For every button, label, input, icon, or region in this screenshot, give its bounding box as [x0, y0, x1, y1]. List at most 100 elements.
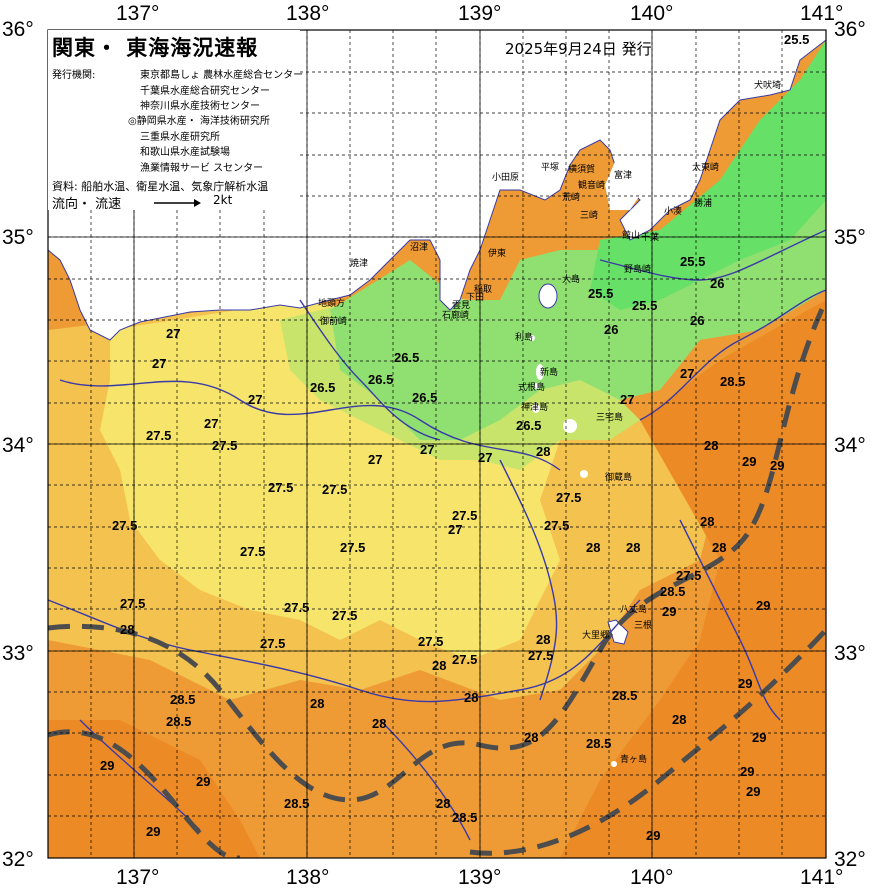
- isotherm-label: 26: [710, 276, 724, 291]
- isotherm-label: 26.5: [310, 380, 335, 395]
- isotherm-label: 27.5: [332, 608, 357, 623]
- isotherm-label: 29: [752, 730, 766, 745]
- isotherm-label: 29: [742, 454, 756, 469]
- place-label: 平塚: [541, 162, 559, 173]
- lat-label: 36°: [834, 18, 866, 41]
- isotherm-label: 27.5: [212, 438, 237, 453]
- lat-label: 32°: [2, 848, 34, 871]
- isotherm-label: 27.5: [112, 518, 137, 533]
- place-label: 新島: [540, 366, 558, 378]
- place-label: 富津: [614, 169, 632, 181]
- place-label: 小湊: [664, 205, 682, 217]
- isotherm-label: 27.5: [528, 648, 553, 663]
- isotherm-label: 29: [100, 758, 114, 773]
- isotherm-label: 27: [152, 356, 166, 371]
- place-label: 式根島: [518, 381, 545, 393]
- isotherm-label: 28.5: [284, 796, 309, 811]
- isotherm-label: 28: [536, 444, 550, 459]
- isotherm-labels: 25.5 25.5 25.5 25.5 26 26 26 26.5 26.5 2…: [100, 32, 809, 843]
- issue-date: 2025年9月24日 発行: [505, 40, 652, 58]
- isotherm-label: 27: [248, 392, 262, 407]
- lon-label: 137°: [116, 2, 159, 25]
- isotherm-label: 29: [662, 604, 676, 619]
- island-niijima: [536, 364, 544, 380]
- place-label: 石廊崎: [442, 309, 469, 321]
- place-label: 神津島: [521, 401, 548, 413]
- isotherm-label: 26: [690, 313, 704, 328]
- isotherm-label: 27.5: [556, 490, 581, 505]
- island-kozushima: [532, 403, 540, 413]
- isotherm-label: 27.5: [284, 600, 309, 615]
- lat-label: 33°: [834, 642, 866, 665]
- isotherm-label: 28: [672, 712, 686, 727]
- isotherm-lines: [48, 229, 826, 841]
- place-label: 館山: [622, 229, 640, 241]
- isotherm-label: 28: [436, 796, 450, 811]
- isotherm-label: 25.5: [680, 254, 705, 269]
- sea-25-5-zone: [330, 60, 826, 440]
- island-miyakejima: [563, 419, 577, 433]
- issuer-org: 漁業情報サービ スセンター: [140, 163, 264, 174]
- island-oshima: [538, 283, 558, 309]
- isotherm-label: 27: [680, 366, 694, 381]
- isotherm-label: 27: [166, 326, 180, 341]
- isotherm-label: 27.5: [418, 634, 443, 649]
- isotherm-label: 27: [620, 392, 634, 407]
- isotherm-label: 27.5: [452, 508, 477, 523]
- isotherm-label: 28: [310, 696, 324, 711]
- lat-label: 35°: [2, 226, 34, 249]
- isotherm-label: 28: [712, 540, 726, 555]
- data-source: 資料: 船舶水温、衛星水温、気象庁解析水温: [52, 180, 269, 193]
- place-label: 御蔵島: [605, 471, 632, 483]
- place-label: 青ヶ島: [620, 753, 647, 765]
- isotherm-label: 29: [746, 784, 760, 799]
- isotherm-label: 28.5: [452, 810, 477, 825]
- isotherm-label: 27: [204, 416, 218, 431]
- isotherm-label: 27.5: [676, 568, 701, 583]
- issuer-org: ◎静岡県水産・ 海洋技術研究所: [128, 116, 270, 127]
- place-label: 沼津: [410, 242, 428, 253]
- isotherm-label: 27.5: [544, 518, 569, 533]
- isotherm-label: 27.5: [146, 428, 171, 443]
- isotherm-label: 26.5: [516, 418, 541, 433]
- isotherm-label: 26: [604, 322, 618, 337]
- island-aogashima: [611, 761, 617, 767]
- issuer-org: 三重県水産研究所: [140, 132, 220, 143]
- flow-arrow-icon: [154, 199, 201, 207]
- isotherm-label: 27.5: [260, 636, 285, 651]
- isotherm-label: 29: [756, 598, 770, 613]
- isotherm-label: 27.5: [340, 540, 365, 555]
- flow-legend-label: 流向・ 流速: [52, 197, 122, 212]
- lon-label: 138°: [286, 2, 329, 25]
- isotherm-label: 28.5: [586, 736, 611, 751]
- lat-label: 33°: [2, 642, 34, 665]
- issuer-org: 千葉県水産総合研究センター: [140, 86, 270, 97]
- place-label: 三宅島: [596, 411, 623, 423]
- lat-label: 36°: [2, 18, 34, 41]
- flow-legend-unit: 2kt: [213, 193, 233, 207]
- isotherm-label: 25.5: [784, 32, 809, 47]
- map-title: 関東・ 東海海況速報: [52, 36, 259, 60]
- isotherm-label: 25.5: [588, 286, 613, 301]
- place-label: 横須賀: [568, 163, 595, 175]
- lon-label: 137°: [116, 866, 159, 888]
- isotherm-label: 25.5: [632, 298, 657, 313]
- isotherm-label: 28.5: [612, 688, 637, 703]
- lon-label: 138°: [286, 866, 329, 888]
- lon-label: 140°: [630, 2, 673, 25]
- map-frame: [47, 29, 827, 859]
- place-label: 地頭方: [318, 297, 345, 309]
- place-label: 大里郷: [582, 629, 609, 641]
- lat-label: 34°: [2, 434, 34, 457]
- place-label: 八丈島: [620, 603, 647, 615]
- isotherm-label: 28: [120, 622, 134, 637]
- isotherm-label: 27.5: [452, 652, 477, 667]
- isotherm-label: 27: [420, 442, 434, 457]
- island-toshima: [529, 335, 535, 341]
- isotherm-label: 29: [196, 774, 210, 789]
- isotherm-label: 27.5: [240, 544, 265, 559]
- isotherm-label: 28: [586, 540, 600, 555]
- place-label: 大島: [562, 273, 580, 285]
- sea-29-zone: [560, 300, 826, 858]
